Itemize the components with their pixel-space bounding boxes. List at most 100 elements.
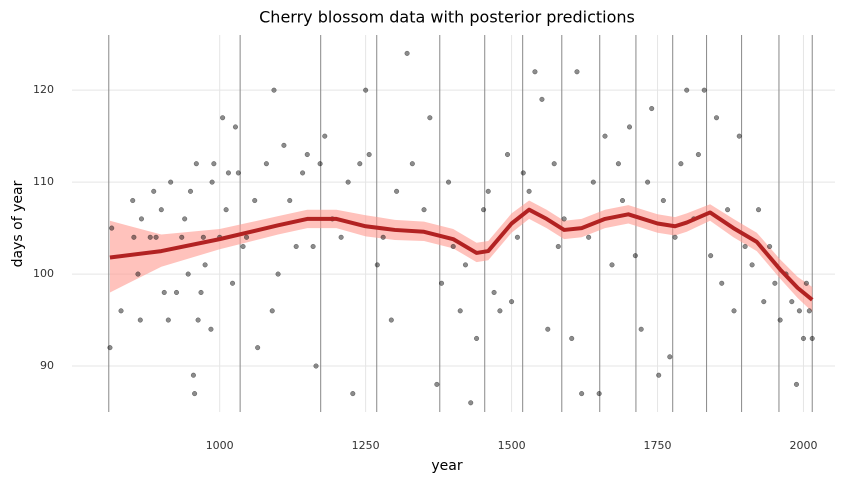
data-point — [338, 234, 344, 240]
data-point — [806, 308, 812, 314]
data-point — [317, 161, 323, 167]
data-point — [772, 280, 778, 286]
data-point — [660, 197, 666, 204]
data-point — [195, 317, 201, 323]
data-point — [638, 326, 644, 332]
data-point — [130, 197, 136, 204]
data-point — [275, 271, 281, 277]
data-point — [185, 271, 191, 277]
data-point — [187, 188, 194, 194]
data-point — [350, 391, 356, 397]
data-point — [590, 179, 596, 185]
data-point — [223, 207, 229, 213]
data-point — [520, 170, 526, 176]
y-axis-label: days of year — [10, 180, 26, 267]
data-point — [468, 400, 474, 406]
y-tick-label: 120 — [33, 83, 54, 96]
data-point — [404, 50, 410, 56]
data-point — [450, 243, 456, 250]
data-point — [672, 234, 678, 240]
x-tick-label: 1750 — [644, 439, 672, 452]
data-point — [263, 161, 269, 167]
x-tick-label: 1500 — [498, 439, 526, 452]
data-point — [232, 124, 239, 130]
data-point — [796, 308, 802, 314]
data-point — [767, 243, 773, 250]
data-point — [649, 106, 655, 112]
data-point — [509, 299, 515, 305]
data-point — [586, 234, 592, 240]
data-point — [151, 188, 157, 194]
data-point — [713, 115, 720, 121]
data-point — [287, 197, 293, 204]
data-point — [138, 216, 145, 222]
data-point — [574, 69, 580, 75]
data-point — [427, 115, 433, 121]
data-point — [190, 372, 196, 378]
data-point — [656, 372, 662, 378]
data-point — [269, 308, 275, 314]
data-point — [596, 391, 602, 397]
x-axis-label: year — [431, 458, 462, 474]
data-point — [701, 87, 707, 93]
data-point — [109, 225, 115, 231]
data-point — [202, 262, 208, 268]
data-point — [161, 289, 167, 296]
data-point — [615, 161, 621, 167]
data-point — [255, 345, 261, 351]
data-point — [532, 69, 538, 75]
data-point — [229, 280, 236, 286]
mean-line — [109, 207, 814, 302]
data-point — [252, 197, 258, 204]
data-point — [800, 335, 807, 341]
data-point — [107, 345, 113, 351]
data-point — [579, 391, 585, 397]
x-tick-label: 2000 — [789, 439, 817, 452]
data-point — [300, 170, 306, 176]
data-point — [809, 335, 815, 341]
data-point — [388, 317, 394, 323]
data-point — [193, 161, 199, 167]
data-point — [619, 197, 626, 204]
y-tick-label: 100 — [33, 267, 54, 280]
data-point — [719, 280, 725, 286]
data-point — [761, 299, 767, 305]
data-point — [481, 207, 487, 213]
data-point — [749, 262, 755, 268]
y-tick-label: 110 — [33, 175, 54, 188]
data-point — [551, 161, 557, 167]
data-point — [165, 317, 171, 323]
chart-title: Cherry blossom data with posterior predi… — [259, 8, 635, 27]
data-point — [555, 243, 561, 250]
data-point — [667, 354, 673, 360]
data-point — [569, 335, 575, 341]
data-point — [609, 262, 615, 268]
data-point — [434, 381, 440, 387]
data-point — [240, 243, 246, 250]
data-point — [725, 207, 731, 213]
data-point — [293, 243, 299, 250]
data-point — [731, 308, 737, 314]
data-point — [357, 161, 363, 167]
data-point — [244, 234, 250, 240]
data-point — [374, 262, 380, 268]
data-point — [438, 280, 445, 286]
data-point — [281, 142, 287, 148]
data-point — [310, 243, 316, 250]
data-point — [539, 96, 545, 102]
data-point — [158, 207, 164, 213]
data-point — [632, 253, 638, 259]
data-point — [736, 133, 742, 139]
data-point — [304, 151, 310, 158]
data-point — [708, 253, 714, 259]
data-point — [225, 170, 232, 176]
data-point — [118, 308, 124, 314]
data-point — [684, 87, 690, 93]
data-point — [137, 317, 143, 323]
data-point — [545, 326, 551, 332]
x-tick-label: 1250 — [352, 439, 380, 452]
data-point — [789, 299, 795, 305]
data-point — [497, 308, 503, 314]
data-point — [211, 161, 217, 167]
data-point — [742, 243, 748, 250]
